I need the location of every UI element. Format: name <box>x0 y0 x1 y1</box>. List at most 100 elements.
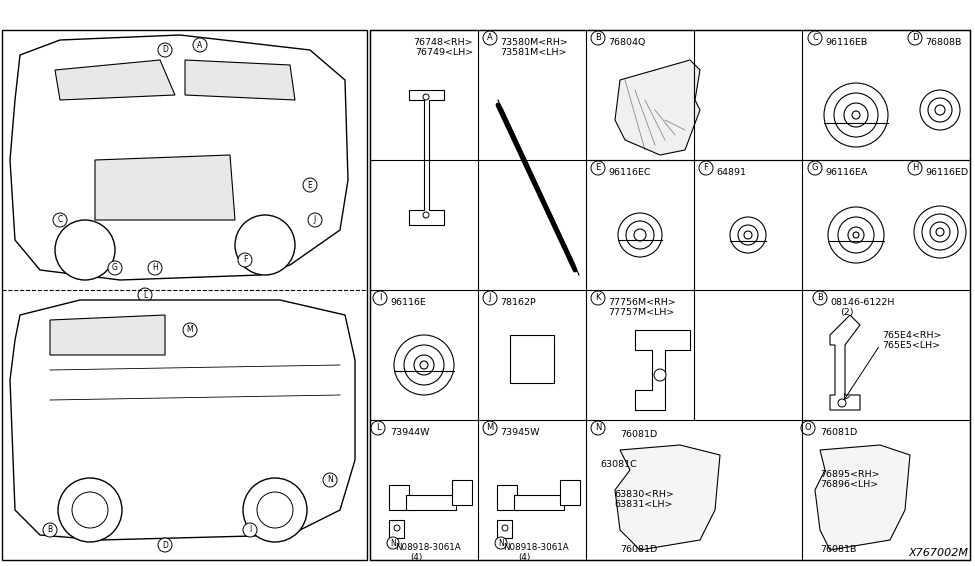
Text: 73581M<LH>: 73581M<LH> <box>500 48 566 57</box>
Circle shape <box>243 523 257 537</box>
Circle shape <box>730 217 766 253</box>
Text: 64891: 64891 <box>716 168 746 177</box>
Bar <box>2 30 367 560</box>
Text: D: D <box>912 33 918 42</box>
Text: (2): (2) <box>840 308 853 317</box>
Polygon shape <box>615 445 720 550</box>
Text: 63830<RH>: 63830<RH> <box>614 490 674 499</box>
Text: N08918-3061A: N08918-3061A <box>503 543 568 552</box>
Polygon shape <box>10 300 355 540</box>
Text: N: N <box>328 475 332 484</box>
Text: C: C <box>58 216 62 225</box>
Circle shape <box>634 229 646 241</box>
Text: 63081C: 63081C <box>600 460 637 469</box>
Text: E: E <box>596 164 601 173</box>
Text: 96116E: 96116E <box>390 298 426 307</box>
Polygon shape <box>815 445 910 550</box>
Text: I: I <box>378 294 381 302</box>
Circle shape <box>72 492 108 528</box>
Circle shape <box>495 537 507 549</box>
Circle shape <box>238 253 252 267</box>
Circle shape <box>502 525 508 531</box>
Text: 96116EC: 96116EC <box>608 168 650 177</box>
Circle shape <box>834 93 878 137</box>
Polygon shape <box>185 60 295 100</box>
Circle shape <box>920 90 960 130</box>
Text: (4): (4) <box>518 553 530 562</box>
Text: O: O <box>804 423 811 432</box>
Text: L: L <box>375 423 380 432</box>
Text: F: F <box>243 255 248 264</box>
Circle shape <box>801 421 815 435</box>
Bar <box>510 335 554 383</box>
Text: D: D <box>162 45 168 54</box>
Text: 76081D: 76081D <box>620 430 657 439</box>
Circle shape <box>235 215 295 275</box>
Circle shape <box>414 355 434 375</box>
Circle shape <box>183 323 197 337</box>
Circle shape <box>323 473 337 487</box>
Circle shape <box>43 523 57 537</box>
Text: F: F <box>704 164 709 173</box>
Circle shape <box>914 206 966 258</box>
Text: 76804Q: 76804Q <box>608 38 645 47</box>
Text: 96116EB: 96116EB <box>825 38 867 47</box>
Circle shape <box>928 98 952 122</box>
Text: 77757M<LH>: 77757M<LH> <box>608 308 675 317</box>
Polygon shape <box>95 155 235 220</box>
Circle shape <box>848 227 864 243</box>
Circle shape <box>618 213 662 257</box>
Circle shape <box>738 225 758 245</box>
Circle shape <box>591 421 605 435</box>
Text: 76896<LH>: 76896<LH> <box>820 480 878 489</box>
Circle shape <box>699 161 713 175</box>
Circle shape <box>373 291 387 305</box>
Circle shape <box>828 207 884 263</box>
Bar <box>452 480 472 505</box>
Circle shape <box>148 261 162 275</box>
Circle shape <box>824 83 888 147</box>
Circle shape <box>908 31 922 45</box>
Circle shape <box>808 31 822 45</box>
Circle shape <box>838 217 874 253</box>
Polygon shape <box>50 315 165 355</box>
Text: M: M <box>186 325 193 335</box>
Text: 765E4<RH>: 765E4<RH> <box>882 331 942 340</box>
Text: B: B <box>48 525 53 534</box>
Text: C: C <box>812 33 818 42</box>
Text: D: D <box>162 541 168 550</box>
Circle shape <box>53 213 67 227</box>
Circle shape <box>308 213 322 227</box>
Circle shape <box>394 335 454 395</box>
Circle shape <box>654 369 666 381</box>
Circle shape <box>591 31 605 45</box>
Bar <box>497 485 517 510</box>
Circle shape <box>420 361 428 369</box>
Circle shape <box>404 345 444 385</box>
Circle shape <box>813 291 827 305</box>
Text: 96116EA: 96116EA <box>825 168 868 177</box>
Text: (4): (4) <box>410 553 422 562</box>
Circle shape <box>853 232 859 238</box>
Polygon shape <box>830 315 860 410</box>
Bar <box>370 30 970 560</box>
Circle shape <box>423 212 429 218</box>
Text: J: J <box>314 216 316 225</box>
Circle shape <box>483 291 497 305</box>
Circle shape <box>935 105 945 115</box>
Circle shape <box>257 492 293 528</box>
Text: 76895<RH>: 76895<RH> <box>820 470 879 479</box>
Circle shape <box>908 161 922 175</box>
Circle shape <box>626 221 654 249</box>
Text: 63831<LH>: 63831<LH> <box>614 500 673 509</box>
Circle shape <box>808 161 822 175</box>
Circle shape <box>844 103 868 127</box>
Bar <box>560 480 580 505</box>
Text: B: B <box>817 294 823 302</box>
Text: J: J <box>488 294 491 302</box>
Circle shape <box>303 178 317 192</box>
Circle shape <box>483 421 497 435</box>
Circle shape <box>58 478 122 542</box>
Circle shape <box>591 161 605 175</box>
Circle shape <box>108 261 122 275</box>
